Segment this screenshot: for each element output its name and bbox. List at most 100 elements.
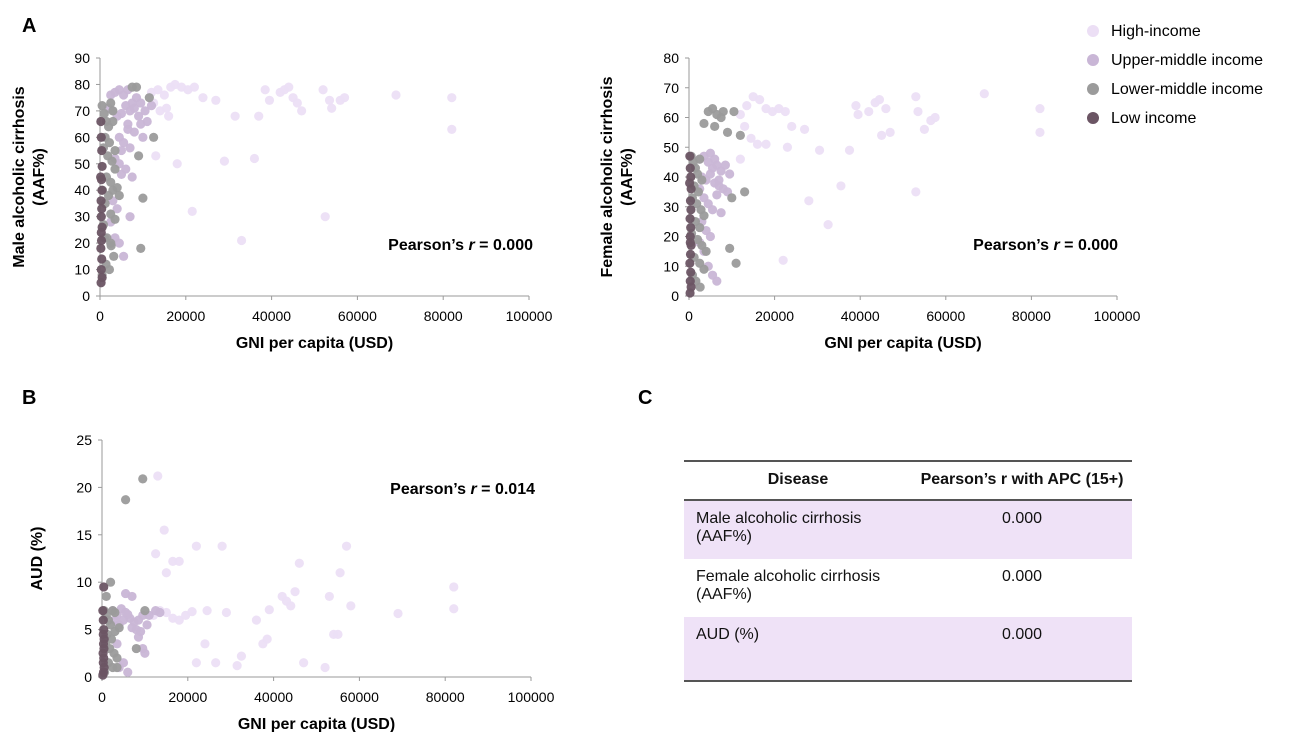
row-value: 0.000 <box>1001 568 1043 585</box>
scatter-point <box>254 111 264 121</box>
y-tick-label: 20 <box>76 479 92 495</box>
scatter-point <box>172 159 182 169</box>
scatter-point <box>727 193 737 203</box>
legend: High-income Upper-middle income Lower-mi… <box>1087 23 1263 127</box>
scatter-point <box>187 206 197 216</box>
scatter-point <box>110 214 120 224</box>
x-tick-label: 40000 <box>841 308 880 324</box>
x-tick-label: 100000 <box>1094 308 1141 324</box>
scatter-point <box>686 222 696 233</box>
scatter-point <box>138 132 148 142</box>
scatter-point <box>447 124 457 134</box>
scatter-point <box>221 607 232 618</box>
scatter-point <box>823 220 833 230</box>
scatter-point <box>712 276 722 286</box>
scatter-point <box>96 278 106 288</box>
scatter-point <box>96 116 106 127</box>
scatter-point <box>168 556 178 566</box>
scatter-point <box>112 653 122 663</box>
scatter-point <box>864 106 874 117</box>
legend-label-high-income: High-income <box>1111 23 1201 40</box>
scatter-point <box>712 190 722 200</box>
x-tick-label: 0 <box>685 308 693 324</box>
scatter-point <box>264 605 274 615</box>
scatter-point <box>339 93 350 103</box>
y-tick-label: 5 <box>84 622 92 638</box>
x-tick-label: 20000 <box>168 689 207 705</box>
male-cirrhosis-scatter: 0 10 20 30 40 50 60 70 80 90 0 20000 40000 60000 80000… <box>11 50 553 352</box>
scatter-point <box>131 643 141 654</box>
scatter-point <box>236 235 247 246</box>
scatter-point <box>161 607 171 618</box>
y-tick-label: 50 <box>74 156 90 172</box>
scatter-point <box>761 139 771 149</box>
legend-label-low-income: Low income <box>1111 110 1196 127</box>
scatter-point <box>844 145 855 155</box>
scatter-point <box>104 138 115 148</box>
scatter-point <box>107 156 117 166</box>
scatter-point <box>913 106 923 117</box>
scatter-point <box>725 169 735 179</box>
scatter-point <box>695 222 705 233</box>
scatter-point <box>877 130 887 140</box>
scatter-point <box>98 615 108 625</box>
scatter-point <box>140 106 150 116</box>
y-tick-label: 60 <box>74 129 90 145</box>
scatter-point <box>264 95 275 105</box>
scatter-point <box>814 145 825 155</box>
scatter-point <box>780 106 790 117</box>
scatter-point <box>299 658 309 668</box>
scatter-point <box>211 658 221 668</box>
panel-letter-a: A <box>22 15 36 37</box>
pearson-annotation: Pearson’s r = 0.000 <box>973 237 1118 254</box>
scatter-point <box>236 651 247 661</box>
scatter-point <box>101 591 111 602</box>
aud-scatter: 0 5 10 15 20 25 0 20000 40000 60000 80000 100000 GNI… <box>29 432 555 732</box>
scatter-point <box>123 609 133 620</box>
scatter-point <box>290 587 300 597</box>
y-tick-label: 10 <box>663 258 679 274</box>
y-tick-label: 30 <box>74 209 90 225</box>
y-tick-label: 30 <box>663 199 679 215</box>
scatter-point <box>449 582 459 592</box>
legend-marker-low-income <box>1087 112 1099 124</box>
scatter-point <box>919 124 930 134</box>
x-tick-label: 0 <box>96 308 104 324</box>
scatter-point <box>851 101 861 111</box>
scatter-point <box>685 151 695 161</box>
y-tick-label: 20 <box>663 229 679 245</box>
y-axis-title-line: (AAF%) <box>619 148 636 206</box>
x-axis-title: GNI per capita (USD) <box>238 716 395 732</box>
scatter-point <box>740 121 750 132</box>
scatter-point <box>134 151 144 161</box>
scatter-point <box>108 116 118 127</box>
female-cirrhosis-scatter: 0 10 20 30 40 50 60 70 80 0 20000 40000 60000 80000 10… <box>599 50 1141 352</box>
y-tick-label: 80 <box>74 76 90 92</box>
row-value: 0.000 <box>912 617 1132 682</box>
y-tick-label: 70 <box>74 103 90 119</box>
scatter-point <box>118 138 129 148</box>
x-tick-label: 20000 <box>755 308 794 324</box>
scatter-point <box>96 196 106 206</box>
scatter-point <box>138 474 148 484</box>
scatter-point <box>153 85 163 95</box>
scatter-point <box>96 212 106 222</box>
x-tick-label: 60000 <box>926 308 965 324</box>
scatter-point <box>710 154 720 164</box>
x-tick-label: 80000 <box>424 308 463 324</box>
scatter-point <box>449 604 459 614</box>
x-tick-label: 100000 <box>508 689 555 705</box>
scatter-point <box>699 211 709 221</box>
scatter-point <box>752 139 763 149</box>
scatter-point <box>112 662 122 673</box>
scatter-point <box>729 106 739 117</box>
x-tick-label: 40000 <box>252 308 291 324</box>
scatter-point <box>133 632 144 642</box>
y-tick-label: 90 <box>74 50 90 66</box>
scatter-point <box>320 212 330 222</box>
scatter-point <box>705 231 716 242</box>
scatter-point <box>191 658 201 668</box>
scatter-point <box>134 111 144 121</box>
scatter-point <box>341 541 352 551</box>
scatter-point <box>149 132 159 142</box>
